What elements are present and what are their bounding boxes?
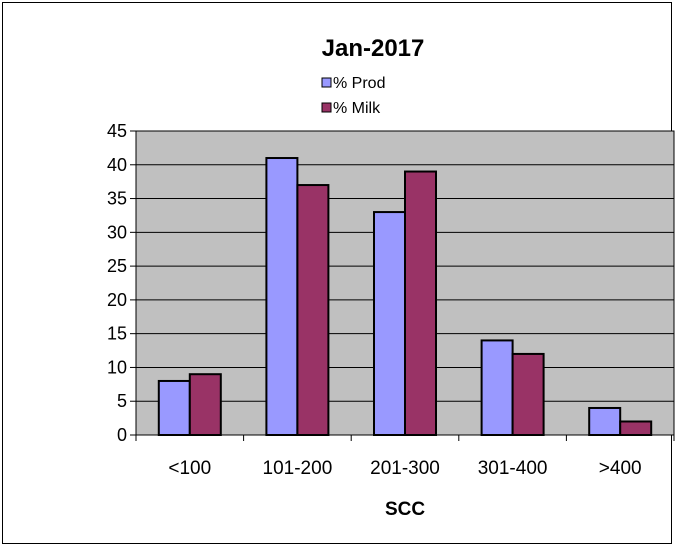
- bar-milk-1: [296, 184, 330, 436]
- bar-prod-2: [373, 211, 406, 436]
- legend-label-milk: % Milk: [333, 100, 381, 117]
- y-tick-label: 30: [107, 222, 127, 242]
- x-tick-label: 201-300: [370, 458, 440, 479]
- y-axis: 0 5 10 15 20 25 30 35 40 45: [107, 121, 136, 445]
- x-axis: <100 101-200 201-300 301-400 >400: [135, 435, 675, 479]
- x-tick-label: >400: [599, 458, 642, 479]
- legend-swatch-milk: [321, 102, 332, 113]
- y-tick-label: 25: [107, 256, 127, 276]
- bar-prod-4: [588, 406, 622, 437]
- bar-milk-2: [404, 170, 437, 437]
- legend: % Prod % Milk: [321, 75, 385, 117]
- bar-milk-0: [188, 373, 222, 437]
- y-tick-label: 15: [107, 324, 127, 344]
- y-tick-label: 5: [117, 391, 127, 411]
- y-tick-label: 20: [107, 290, 127, 310]
- x-axis-label: SCC: [385, 499, 425, 520]
- y-tick-label: 45: [107, 121, 127, 141]
- y-tick-label: 35: [107, 189, 127, 209]
- bar-milk-3: [511, 352, 545, 436]
- legend-swatch-prod: [321, 77, 332, 88]
- bars: [157, 157, 653, 437]
- bar-prod-3: [480, 339, 514, 436]
- y-tick-label: 40: [107, 155, 127, 175]
- x-tick-label: 101-200: [263, 458, 333, 479]
- y-tick-label: 10: [107, 357, 127, 377]
- bar-milk-4: [619, 420, 653, 437]
- bar-prod-1: [265, 157, 299, 436]
- chart-title: Jan-2017: [322, 35, 425, 62]
- y-tick-label: 0: [117, 425, 127, 445]
- x-tick-label: 301-400: [478, 458, 548, 479]
- legend-label-prod: % Prod: [333, 75, 385, 92]
- bar-prod-0: [157, 379, 191, 437]
- x-tick-label: <100: [168, 458, 211, 479]
